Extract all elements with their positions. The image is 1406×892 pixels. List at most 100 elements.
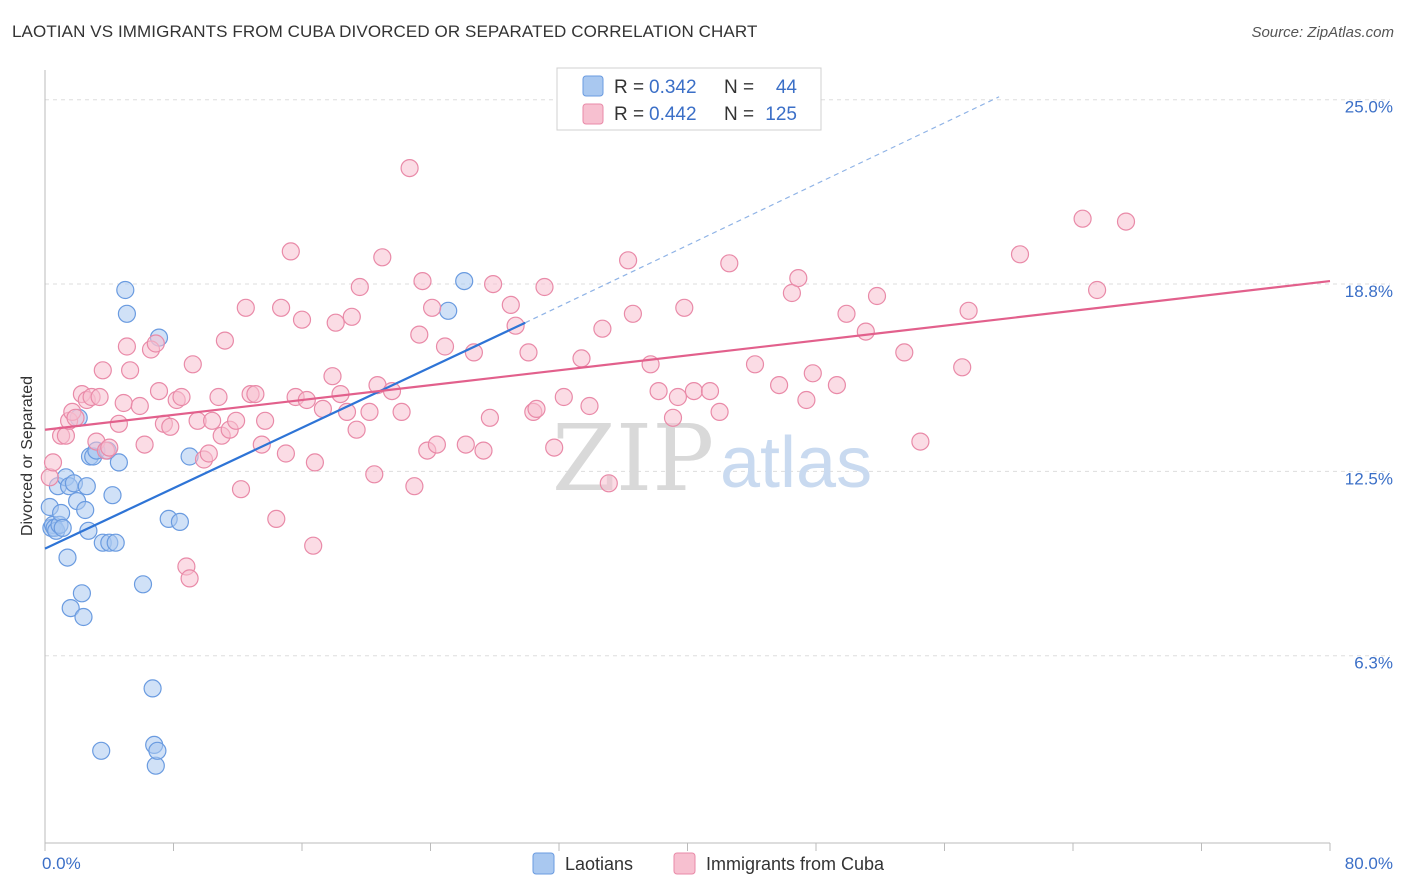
- point-cuba: [535, 277, 554, 297]
- legend: R = 0.342 N = 44 R = 0.442 N = 125: [556, 67, 822, 131]
- point-cuba: [323, 367, 342, 386]
- point-cuba: [593, 319, 612, 338]
- point-cuba: [267, 509, 286, 529]
- point-cuba: [803, 364, 822, 383]
- legend-swatch-cuba: [582, 103, 604, 125]
- legend-n-label: N =: [724, 77, 754, 98]
- legend-n-value: 125: [765, 104, 797, 125]
- point-cuba: [305, 453, 324, 472]
- y-tick-label: 25.0%: [1345, 98, 1393, 117]
- point-cuba: [435, 337, 455, 356]
- point-cuba: [109, 414, 129, 433]
- point-cuba: [527, 399, 546, 418]
- point-laotians: [58, 548, 77, 567]
- point-cuba: [427, 435, 446, 454]
- trend-line-laotians: [44, 321, 526, 550]
- point-cuba: [93, 361, 112, 380]
- point-cuba: [789, 269, 808, 288]
- point-cuba: [121, 361, 140, 380]
- point-cuba: [959, 301, 978, 320]
- point-cuba: [350, 277, 369, 297]
- point-cuba: [618, 251, 638, 270]
- point-cuba: [480, 408, 499, 427]
- point-cuba: [172, 387, 191, 407]
- point-cuba: [720, 254, 739, 273]
- point-cuba: [100, 438, 119, 457]
- point-cuba: [456, 435, 475, 454]
- point-laotians: [170, 512, 189, 532]
- point-laotians: [92, 741, 111, 760]
- legend-n-value: 44: [776, 77, 798, 98]
- point-cuba: [1087, 280, 1107, 300]
- point-cuba: [700, 382, 720, 401]
- trend-extension-laotians: [525, 96, 1000, 324]
- point-cuba: [797, 390, 816, 410]
- bottom-legend: Laotians Immigrants from Cuba: [532, 852, 885, 875]
- point-laotians: [133, 575, 153, 594]
- point-cuba: [856, 322, 875, 341]
- point-cuba: [373, 248, 392, 267]
- point-laotians: [439, 301, 458, 320]
- point-cuba: [423, 298, 442, 317]
- point-cuba: [474, 441, 493, 460]
- point-cuba: [231, 480, 251, 499]
- scatter-points: [40, 159, 1136, 775]
- point-cuba: [1010, 245, 1030, 264]
- point-cuba: [675, 298, 694, 317]
- point-cuba: [272, 298, 291, 317]
- point-cuba: [180, 569, 199, 588]
- point-cuba: [599, 474, 618, 493]
- point-cuba: [400, 159, 419, 178]
- point-cuba: [545, 438, 564, 457]
- point-cuba: [827, 376, 847, 395]
- point-cuba: [745, 355, 765, 374]
- point-laotians: [106, 533, 125, 552]
- point-cuba: [360, 402, 379, 421]
- trend-line-cuba: [44, 279, 1331, 431]
- legend-r-label: R =: [614, 77, 644, 98]
- y-tick-label: 6.3%: [1354, 654, 1393, 673]
- watermark-atlas: atlas: [720, 423, 872, 503]
- point-cuba: [710, 402, 729, 421]
- point-cuba: [365, 465, 384, 484]
- point-cuba: [506, 316, 525, 335]
- point-cuba: [236, 298, 255, 317]
- gridlines: [45, 99, 1390, 657]
- point-cuba: [392, 402, 411, 421]
- point-laotians: [116, 280, 135, 300]
- point-cuba: [649, 382, 668, 401]
- point-laotians: [148, 741, 167, 760]
- point-cuba: [769, 376, 789, 395]
- point-cuba: [895, 343, 914, 362]
- point-laotians: [143, 679, 162, 698]
- point-laotians: [77, 477, 96, 496]
- point-cuba: [146, 334, 165, 353]
- point-cuba: [130, 396, 149, 416]
- point-cuba: [135, 435, 154, 454]
- source-label: Source: ZipAtlas.com: [1251, 24, 1394, 41]
- point-cuba: [911, 432, 930, 451]
- bottom-legend-label: Laotians: [565, 854, 633, 874]
- point-cuba: [663, 408, 683, 427]
- point-cuba: [668, 387, 688, 407]
- point-cuba: [484, 275, 503, 294]
- point-cuba: [405, 477, 424, 496]
- legend-r-label: R =: [614, 104, 644, 125]
- y-tick-label: 12.5%: [1345, 469, 1393, 488]
- point-cuba: [410, 325, 429, 344]
- point-cuba: [501, 295, 520, 314]
- point-cuba: [347, 420, 366, 439]
- point-cuba: [572, 349, 591, 368]
- legend-r-value: 0.442: [649, 104, 697, 125]
- point-cuba: [203, 411, 222, 430]
- point-cuba: [953, 358, 972, 377]
- point-laotians: [109, 453, 129, 472]
- point-cuba: [66, 408, 85, 427]
- point-cuba: [580, 396, 599, 416]
- point-cuba: [90, 387, 109, 407]
- point-cuba: [56, 426, 76, 445]
- point-cuba: [161, 417, 180, 436]
- tick-labels: 6.3% 12.5% 18.8% 25.0% 0.0% 80.0%: [42, 98, 1393, 873]
- x-tick-label: 0.0%: [42, 854, 81, 873]
